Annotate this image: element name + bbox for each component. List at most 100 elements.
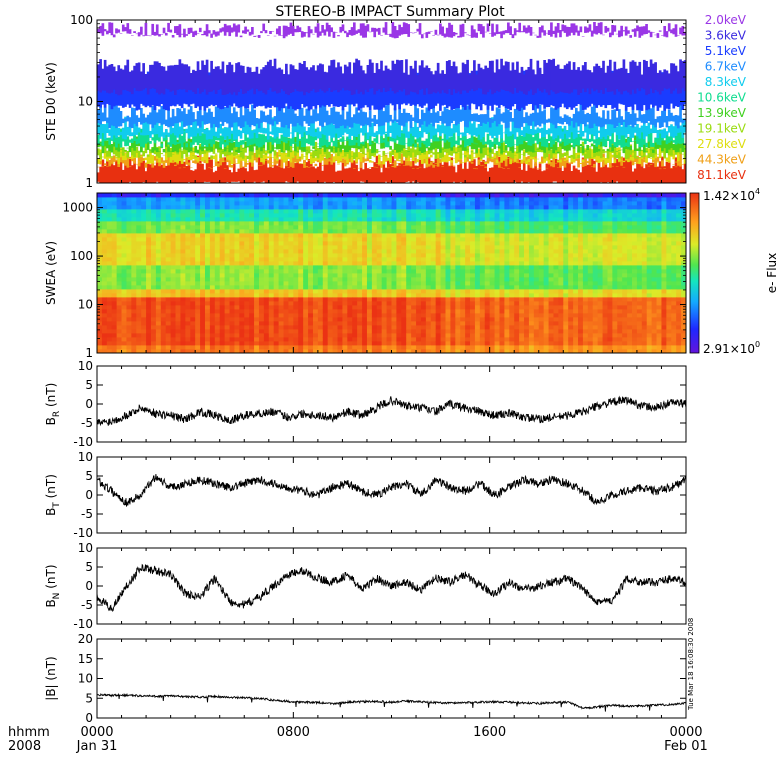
ste-bar bbox=[386, 157, 390, 161]
ste-bar bbox=[436, 34, 440, 36]
swea-cell bbox=[219, 297, 226, 302]
ste-bar bbox=[511, 34, 515, 39]
ste-bar bbox=[629, 125, 633, 139]
ste-bar bbox=[647, 165, 651, 167]
swea-cell bbox=[239, 197, 245, 202]
ste-bar bbox=[541, 142, 544, 151]
swea-cell bbox=[312, 241, 319, 246]
ste-bar bbox=[355, 143, 358, 158]
ste-bar bbox=[448, 60, 451, 89]
swea-cell bbox=[298, 309, 304, 314]
ste-bar bbox=[661, 73, 664, 91]
ste-bar bbox=[565, 115, 569, 125]
swea-cell bbox=[288, 257, 294, 262]
swea-cell bbox=[303, 325, 309, 330]
legend-entry: 19.1keV bbox=[697, 122, 747, 136]
swea-cell bbox=[263, 205, 270, 210]
ste-bar bbox=[248, 31, 252, 36]
swea-cell bbox=[160, 197, 167, 202]
ste-bar bbox=[434, 163, 438, 164]
swea-cell bbox=[150, 197, 157, 202]
ste-bar bbox=[579, 163, 583, 164]
swea-cell bbox=[200, 265, 206, 270]
swea-cell bbox=[141, 257, 147, 262]
ste-bar bbox=[538, 163, 542, 183]
swea-cell bbox=[165, 321, 172, 326]
swea-cell bbox=[170, 309, 176, 314]
swea-cell bbox=[111, 241, 118, 246]
ste-bar bbox=[366, 168, 370, 183]
ste-bar bbox=[427, 147, 431, 155]
swea-cell bbox=[342, 341, 348, 346]
ste-bar bbox=[246, 74, 250, 109]
swea-cell bbox=[160, 253, 167, 258]
swea-cell bbox=[150, 325, 157, 330]
ste-bar bbox=[423, 33, 426, 35]
swea-cell bbox=[106, 317, 113, 322]
ste-bar bbox=[185, 34, 189, 36]
swea-cell bbox=[273, 261, 280, 266]
ste-bar bbox=[314, 26, 318, 33]
ste-bar bbox=[681, 84, 685, 110]
swea-cell bbox=[239, 293, 245, 298]
swea-cell bbox=[116, 261, 122, 266]
ste-bar bbox=[559, 141, 562, 144]
ste-bar bbox=[244, 119, 247, 135]
ste-bar bbox=[328, 142, 331, 150]
swea-cell bbox=[121, 309, 127, 314]
swea-cell bbox=[160, 201, 167, 206]
swea-cell bbox=[317, 221, 324, 226]
swea-cell bbox=[332, 205, 338, 210]
swea-cell bbox=[298, 317, 304, 322]
ste-bar bbox=[133, 123, 136, 136]
ste-bar bbox=[198, 69, 202, 94]
ste-bar bbox=[468, 119, 472, 135]
ste-bar bbox=[649, 128, 653, 147]
ste-bar bbox=[391, 165, 395, 167]
ste-bar bbox=[593, 117, 596, 137]
ste-bar bbox=[164, 138, 168, 147]
swea-cell bbox=[308, 277, 314, 282]
swea-cell bbox=[342, 261, 348, 266]
ste-bar bbox=[631, 60, 635, 90]
ste-bar bbox=[140, 26, 143, 35]
swea-cell bbox=[200, 197, 206, 202]
ste-bar bbox=[307, 159, 311, 183]
swea-cell bbox=[180, 317, 186, 322]
swea-cell bbox=[219, 305, 226, 310]
swea-cell bbox=[209, 309, 216, 314]
ste-bar bbox=[568, 27, 571, 36]
swea-cell bbox=[165, 269, 172, 274]
ste-bar bbox=[309, 29, 313, 34]
ste-bar bbox=[620, 156, 623, 157]
swea-cell bbox=[204, 345, 211, 350]
swea-cell bbox=[136, 341, 142, 346]
swea-cell bbox=[155, 349, 162, 354]
ste-bar bbox=[278, 166, 281, 167]
ste-bar bbox=[497, 108, 501, 124]
ste-bar bbox=[230, 152, 234, 155]
swea-cell bbox=[254, 285, 260, 290]
swea-cell bbox=[150, 229, 157, 234]
ste-bar bbox=[525, 142, 528, 152]
ste-bar bbox=[482, 142, 485, 158]
ste-bar bbox=[550, 107, 553, 124]
ste-bar bbox=[253, 35, 256, 37]
swea-cell bbox=[308, 213, 314, 218]
ste-bar bbox=[346, 168, 349, 183]
ste-bar bbox=[577, 169, 580, 183]
ste-bar bbox=[167, 108, 170, 128]
ste-bar bbox=[176, 64, 179, 90]
ste-bar bbox=[611, 25, 614, 36]
ste-bar bbox=[663, 140, 667, 149]
ste-bar bbox=[516, 136, 519, 146]
swea-cell bbox=[160, 209, 167, 214]
swea-cell bbox=[283, 273, 289, 278]
ste-bar bbox=[622, 59, 626, 92]
ste-bar bbox=[396, 123, 399, 136]
ste-bar bbox=[586, 78, 589, 108]
ste-bar bbox=[565, 162, 569, 183]
swea-cell bbox=[190, 201, 196, 206]
ste-bar bbox=[595, 144, 599, 153]
swea-cell bbox=[111, 293, 118, 298]
